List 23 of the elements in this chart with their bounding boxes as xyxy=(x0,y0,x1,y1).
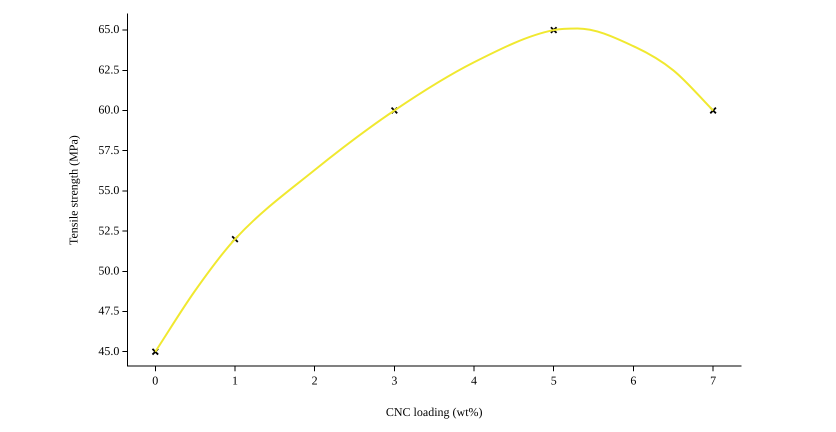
x-axis-title: CNC loading (wt%) xyxy=(386,404,483,419)
x-tick-label: 2 xyxy=(312,374,318,388)
y-tick-label: 65.0 xyxy=(98,22,120,36)
y-tick-label: 52.5 xyxy=(98,223,120,238)
y-tick-label: 57.5 xyxy=(98,142,120,157)
y-axis-title: Tensile strength (MPa) xyxy=(66,135,80,246)
y-tick-label: 62.5 xyxy=(98,62,120,76)
y-tick-label: 47.5 xyxy=(98,304,120,318)
x-tick-label: 0 xyxy=(152,374,158,388)
y-tick-label: 45.0 xyxy=(98,344,120,358)
x-tick-label: 1 xyxy=(232,374,238,388)
point xyxy=(550,26,558,34)
x-tick-label: 6 xyxy=(630,374,636,388)
x-tick-label: 4 xyxy=(471,374,478,388)
y-tick-label: 50.0 xyxy=(98,263,120,278)
x-tick-label: 3 xyxy=(391,374,398,388)
point xyxy=(152,348,160,356)
x-tick-label: 7 xyxy=(710,374,716,388)
y-tick-label: 55.0 xyxy=(98,183,120,198)
point xyxy=(390,106,398,114)
line-series xyxy=(154,27,714,353)
x-tick-label: 5 xyxy=(550,374,557,388)
y-tick-label: 60.0 xyxy=(98,102,120,117)
